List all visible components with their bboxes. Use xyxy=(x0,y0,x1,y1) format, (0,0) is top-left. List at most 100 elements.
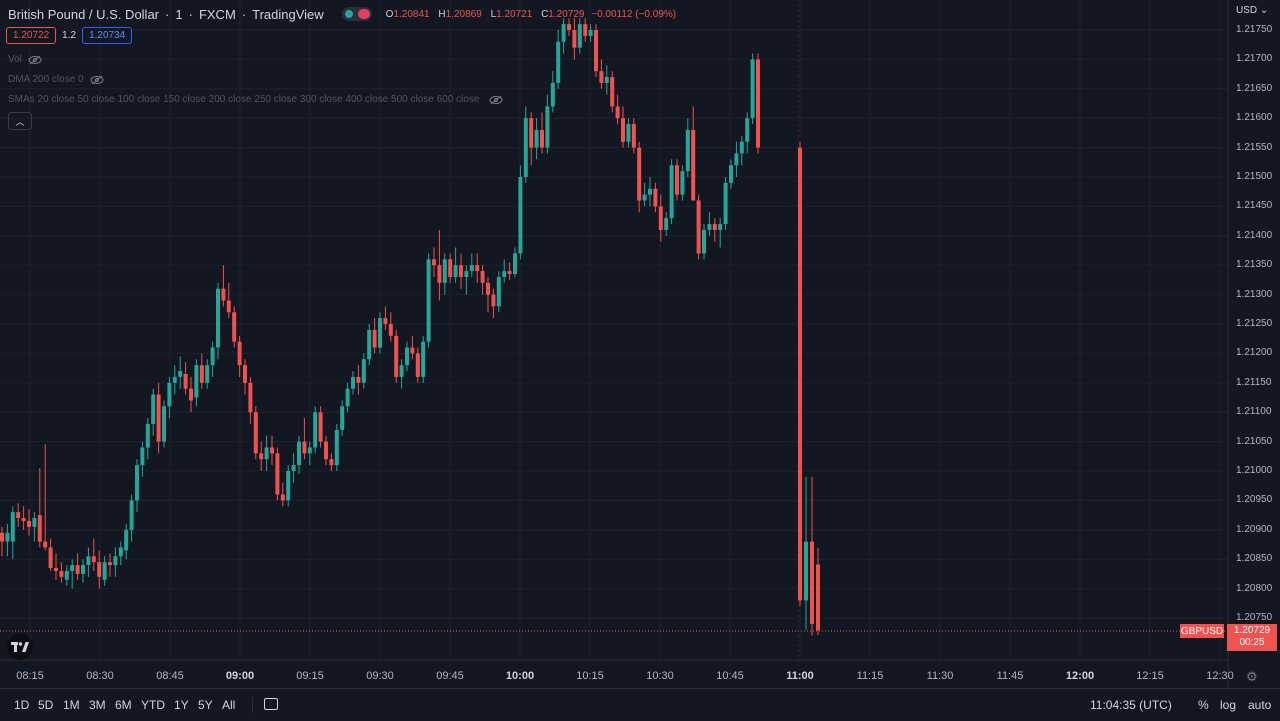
candle-body xyxy=(669,165,674,219)
candle-body xyxy=(469,265,474,272)
chart-grid xyxy=(0,0,1228,660)
candle-body xyxy=(361,359,366,383)
settings-gear-icon[interactable]: ⚙ xyxy=(1246,669,1258,684)
symbol-header[interactable]: British Pound / U.S. Dollar · 1 · FXCM ·… xyxy=(8,4,676,24)
candle-body xyxy=(264,447,269,460)
candle-body xyxy=(523,118,528,177)
candle-body xyxy=(302,441,307,454)
currency-selector[interactable]: USD ⌄ xyxy=(1236,5,1268,16)
range-6m-button[interactable]: 6M xyxy=(115,698,132,712)
candle-body xyxy=(32,518,37,527)
eye-hidden-icon[interactable] xyxy=(90,75,104,85)
range-all-button[interactable]: All xyxy=(222,698,236,712)
candle-body xyxy=(183,373,188,389)
candle-body xyxy=(259,453,264,460)
buy-price-button[interactable]: 1.20734 xyxy=(82,27,133,44)
price-axis-label: 1.21450 xyxy=(1236,200,1273,212)
chart-pane[interactable] xyxy=(0,0,1228,660)
symbol-name[interactable]: British Pound / U.S. Dollar xyxy=(8,6,160,22)
candle-body xyxy=(351,376,355,389)
symbol-price-tag: GBPUSD xyxy=(1180,624,1224,638)
candle-body xyxy=(577,24,582,48)
range-1y-button[interactable]: 1Y xyxy=(174,698,189,712)
change-value: −0.00112 (−0.09%) xyxy=(591,8,677,20)
indicator-smas[interactable]: SMAs 20 close 50 close 100 close 150 clo… xyxy=(8,94,503,105)
indicator-label: SMAs 20 close 50 close 100 close 150 clo… xyxy=(8,94,480,105)
candle-body xyxy=(64,570,69,580)
source-label: TradingView xyxy=(252,6,324,22)
candle-body xyxy=(426,259,431,342)
candle-body xyxy=(432,259,436,266)
collapse-indicators-button[interactable]: ︿ xyxy=(8,112,32,130)
log-scale-button[interactable]: log xyxy=(1220,698,1237,712)
range-5d-button[interactable]: 5D xyxy=(38,698,54,712)
eye-hidden-icon[interactable] xyxy=(28,55,42,65)
price-axis-label: 1.21350 xyxy=(1236,259,1273,271)
price-axis-label: 1.20850 xyxy=(1236,553,1273,565)
candle-body xyxy=(723,182,728,225)
candle-body xyxy=(253,412,258,454)
range-ytd-button[interactable]: YTD xyxy=(141,698,165,712)
candle-body xyxy=(658,206,663,230)
candle-body xyxy=(378,318,382,348)
candle-body xyxy=(664,218,669,230)
candle-body xyxy=(712,224,717,230)
close-key: C xyxy=(541,8,549,20)
ohlc-values: O1.20841 H1.20869 L1.20721 C1.20729 −0.0… xyxy=(386,9,676,20)
candle-body xyxy=(615,106,620,119)
time-axis-label: 08:30 xyxy=(86,670,114,682)
candle-body xyxy=(108,562,112,566)
candle-body xyxy=(81,565,85,574)
candle-body xyxy=(556,41,561,83)
candle-body xyxy=(437,265,442,283)
time-axis-label: 10:30 xyxy=(646,670,674,682)
time-axis-label: 11:15 xyxy=(856,670,884,682)
candle-body xyxy=(696,200,701,254)
time-axis-label: 08:15 xyxy=(16,670,44,682)
candle-body xyxy=(561,24,566,42)
sell-price-button[interactable]: 1.20722 xyxy=(6,27,57,44)
indicator-dma[interactable]: DMA 200 close 0 xyxy=(8,74,104,85)
candle-body xyxy=(507,271,512,275)
range-3m-button[interactable]: 3M xyxy=(89,698,106,712)
candle-body xyxy=(86,556,91,566)
eye-hidden-icon[interactable] xyxy=(489,95,503,105)
candle-body xyxy=(550,82,555,107)
header-separator: · xyxy=(241,6,247,22)
price-axis-label: 1.20950 xyxy=(1236,494,1273,506)
candle-body xyxy=(486,282,490,295)
candle-body xyxy=(91,556,96,563)
auto-scale-button[interactable]: auto xyxy=(1248,698,1272,712)
utc-clock[interactable]: 11:04:35 (UTC) xyxy=(1090,698,1172,712)
candle-body xyxy=(642,194,647,201)
exchange-label: FXCM xyxy=(198,6,236,22)
range-1m-button[interactable]: 1M xyxy=(63,698,80,712)
candle-body xyxy=(286,471,291,501)
candle-body xyxy=(324,441,328,460)
candle-body xyxy=(648,188,652,195)
interval-label[interactable]: 1 xyxy=(175,6,183,22)
candle-body xyxy=(54,568,58,571)
candle-body xyxy=(685,129,690,172)
calendar-goto-icon[interactable] xyxy=(264,698,278,710)
candle-body xyxy=(513,253,517,275)
tradingview-logo[interactable] xyxy=(7,634,33,660)
range-1d-button[interactable]: 1D xyxy=(14,698,30,712)
candle-body xyxy=(135,465,139,501)
candle-body xyxy=(291,465,296,471)
candle-body xyxy=(518,177,523,254)
price-axis-label: 1.21500 xyxy=(1236,171,1273,182)
candle-body xyxy=(232,312,237,342)
range-5y-button[interactable]: 5Y xyxy=(198,698,213,712)
candle-body xyxy=(707,224,712,230)
percent-scale-button[interactable]: % xyxy=(1198,698,1209,712)
candle-body xyxy=(48,547,53,569)
market-status-toggle[interactable] xyxy=(341,7,372,21)
candle-body xyxy=(280,494,285,501)
price-axis-label: 1.21150 xyxy=(1236,376,1272,388)
price-axis-label: 1.21600 xyxy=(1236,112,1273,124)
candle-body xyxy=(237,341,242,366)
candle-body xyxy=(145,423,150,448)
indicator-vol[interactable]: Vol xyxy=(8,54,42,65)
